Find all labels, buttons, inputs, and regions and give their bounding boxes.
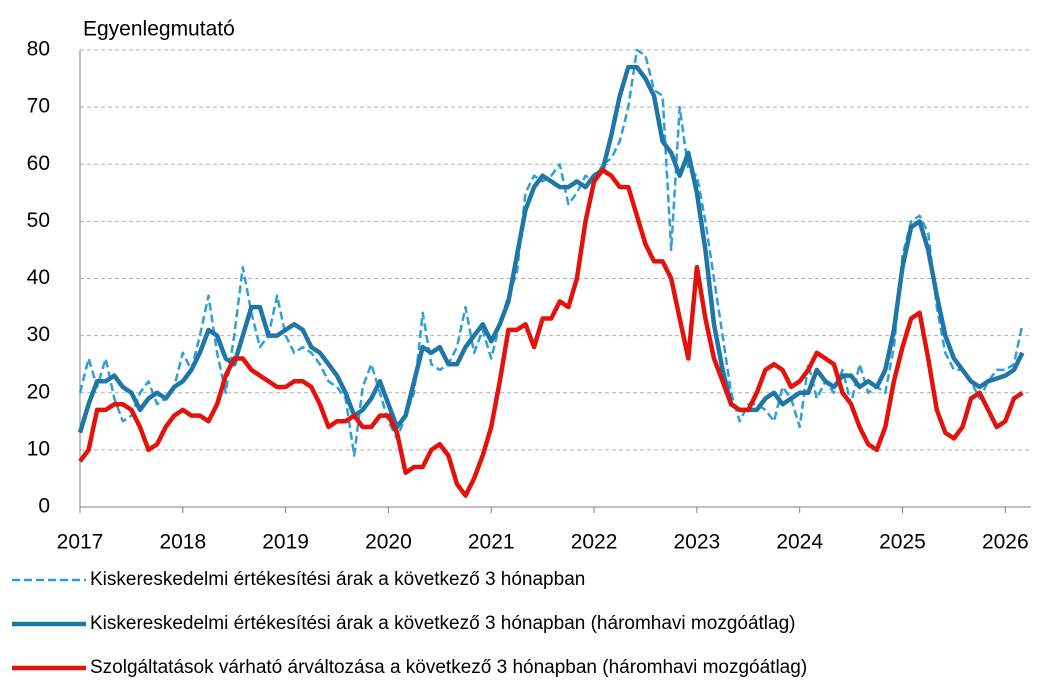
- x-tick-label: 2022: [571, 531, 618, 554]
- x-tick-label: 2023: [674, 531, 721, 554]
- y-tick-label: 80: [27, 38, 50, 61]
- x-tick-label: 2020: [365, 531, 412, 554]
- legend-label: Kiskereskedelmi értékesítési árak a köve…: [90, 569, 585, 590]
- x-tick-label: 2025: [879, 531, 926, 554]
- y-tick-label: 30: [27, 323, 50, 346]
- legend: Kiskereskedelmi értékesítési árak a köve…: [12, 569, 807, 678]
- x-tick-label: 2018: [159, 531, 206, 554]
- x-tick-label: 2021: [468, 531, 515, 554]
- y-tick-label: 20: [27, 380, 50, 403]
- y-tick-label: 70: [27, 95, 50, 118]
- y-tick-label: 10: [27, 437, 50, 460]
- x-tick-label: 2017: [57, 531, 104, 554]
- x-tick-label: 2019: [262, 531, 309, 554]
- legend-label: Szolgáltatások várható árváltozása a köv…: [90, 657, 807, 678]
- y-tick-label: 60: [27, 152, 50, 175]
- y-tick-label: 40: [27, 266, 50, 289]
- chart-title: Egyenlegmutató: [83, 18, 235, 41]
- y-tick-label: 50: [27, 209, 50, 232]
- series-line: [77, 64, 1025, 434]
- legend-label: Kiskereskedelmi értékesítési árak a köve…: [90, 613, 795, 634]
- x-tick-label: 2026: [982, 531, 1029, 554]
- x-tick-label: 2024: [776, 531, 823, 554]
- series-line: [78, 167, 1024, 498]
- y-tick-label: 0: [38, 495, 50, 518]
